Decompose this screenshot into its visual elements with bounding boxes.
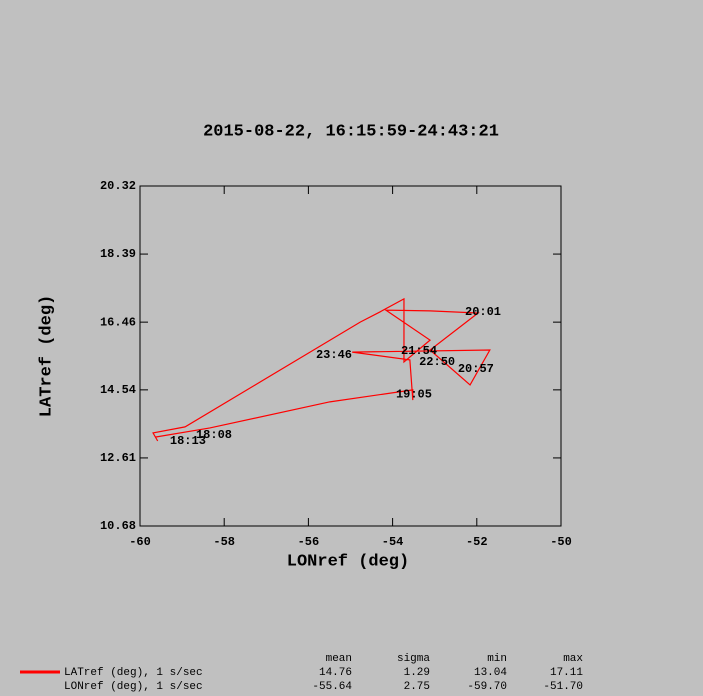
y-tick-label: 14.54	[100, 383, 136, 397]
stats-cell: 1.29	[404, 667, 430, 679]
plot-frame	[139, 185, 562, 527]
time-annotation: 18:13	[170, 434, 206, 448]
stats-cell: 14.76	[319, 667, 352, 679]
x-tick-label: -52	[466, 535, 488, 549]
stats-label: LATref (deg), 1 s/sec	[64, 667, 203, 679]
time-annotation: 19:05	[396, 387, 432, 401]
time-annotation: 23:46	[316, 348, 352, 362]
time-annotation: 21:54	[401, 344, 437, 358]
y-tick-label: 20.32	[100, 179, 136, 193]
y-tick-label: 16.46	[100, 315, 136, 329]
stats-header: min	[487, 653, 507, 665]
y-tick-label: 10.68	[100, 519, 136, 533]
time-annotation: 18:08	[196, 428, 232, 442]
x-tick-label: -50	[550, 535, 572, 549]
stats-cell: -59.70	[467, 681, 507, 693]
stats-cell: -51.70	[543, 681, 583, 693]
flight-track	[152, 297, 491, 442]
stats-cell: 2.75	[404, 681, 430, 693]
time-annotation: 20:01	[465, 305, 501, 319]
y-axis-label: LATref (deg)	[37, 295, 56, 417]
y-tick-label: 18.39	[100, 247, 136, 261]
x-tick-label: -60	[129, 535, 151, 549]
stats-label: LONref (deg), 1 s/sec	[64, 681, 203, 693]
time-annotation: 22:50	[419, 355, 455, 369]
stats-header: mean	[326, 653, 352, 665]
time-annotation: 20:57	[458, 362, 494, 376]
stats-cell: 17.11	[550, 667, 583, 679]
stats-cell: -55.64	[312, 681, 352, 693]
x-tick-label: -58	[213, 535, 235, 549]
stats-cell: 13.04	[474, 667, 507, 679]
stats-header: sigma	[397, 653, 430, 665]
x-tick-label: -54	[382, 535, 404, 549]
chart-title: 2015-08-22, 16:15:59-24:43:21	[203, 122, 499, 141]
x-tick-label: -56	[298, 535, 320, 549]
x-axis-label: LONref (deg)	[287, 552, 409, 571]
stats-header: max	[563, 653, 583, 665]
y-tick-label: 12.61	[100, 451, 136, 465]
